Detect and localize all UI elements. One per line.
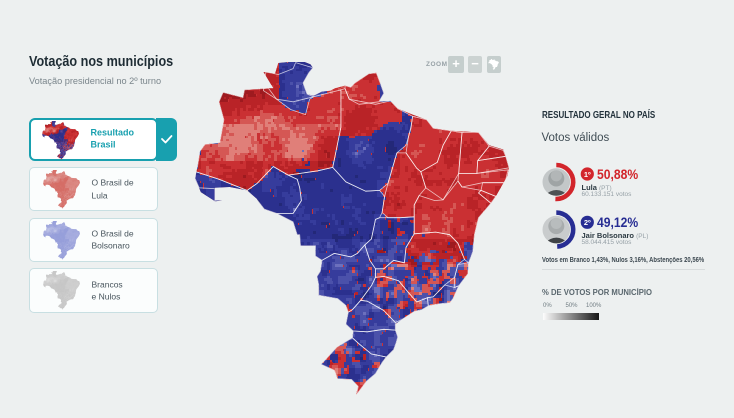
svg-text:2º: 2º — [584, 218, 591, 227]
svg-text:1º: 1º — [584, 170, 591, 179]
